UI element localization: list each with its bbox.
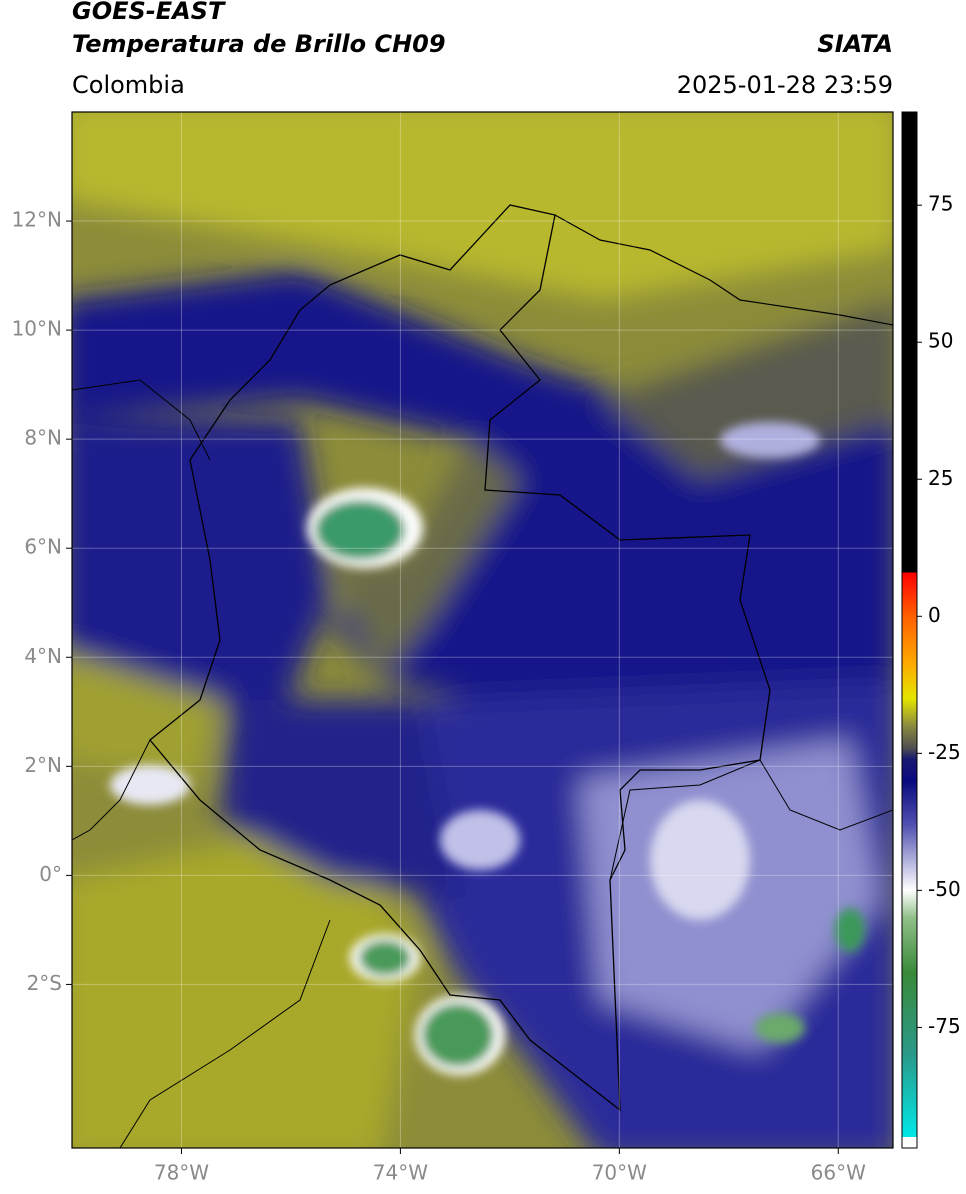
colorbar-tick-label: 0	[928, 603, 941, 627]
colorbar-tick-label: -25	[928, 740, 961, 764]
y-tick-label: 6°N	[24, 535, 62, 559]
y-tick-label: 12°N	[12, 208, 62, 232]
satellite-image	[72, 112, 893, 1148]
colorbar-tick-label: 75	[928, 192, 953, 216]
source: SIATA	[817, 30, 893, 58]
y-tick-label: 4°N	[24, 644, 62, 668]
y-tick-label: 10°N	[12, 317, 62, 341]
x-tick-label: 66°W	[811, 1161, 866, 1185]
y-tick-label: 8°N	[24, 426, 62, 450]
colorbar-tick-label: 25	[928, 466, 953, 490]
y-tick-label: 2°S	[27, 971, 62, 995]
map-grid	[72, 112, 893, 1148]
map-frame	[71, 111, 894, 1149]
y-tick-label: 0°	[39, 862, 62, 886]
title: GOES-EAST	[72, 0, 226, 25]
colorbar-tick-label: -50	[928, 877, 961, 901]
colorbar-tick-label: -75	[928, 1014, 961, 1038]
colorbar	[901, 111, 918, 1149]
colorbar-tick-label: 50	[928, 329, 953, 353]
datetime: 2025-01-28 23:59	[677, 71, 893, 99]
subtitle: Temperatura de Brillo CH09	[72, 30, 446, 58]
x-tick-label: 74°W	[373, 1161, 428, 1185]
region: Colombia	[72, 71, 185, 99]
x-tick-label: 78°W	[154, 1161, 209, 1185]
y-tick-label: 2°N	[24, 753, 62, 777]
x-tick-label: 70°W	[592, 1161, 647, 1185]
